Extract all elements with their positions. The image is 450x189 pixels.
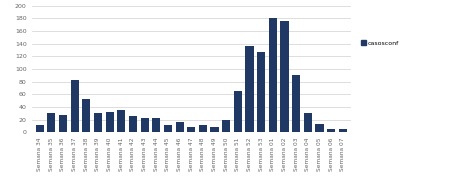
Bar xyxy=(280,22,288,132)
Bar xyxy=(304,113,312,132)
Bar xyxy=(117,110,126,132)
Bar xyxy=(245,46,254,132)
Bar xyxy=(47,113,55,132)
Bar xyxy=(82,99,90,132)
Bar xyxy=(59,115,67,132)
Bar xyxy=(234,91,242,132)
Bar xyxy=(292,75,300,132)
Bar xyxy=(140,118,148,132)
Legend: casosconf: casosconf xyxy=(360,40,399,46)
Bar xyxy=(327,129,335,132)
Bar xyxy=(199,125,207,132)
Bar xyxy=(71,80,79,132)
Bar xyxy=(36,125,44,132)
Bar xyxy=(106,112,114,132)
Bar xyxy=(339,129,347,132)
Bar xyxy=(211,127,219,132)
Bar xyxy=(257,52,266,132)
Bar xyxy=(269,18,277,132)
Bar xyxy=(152,118,160,132)
Bar xyxy=(129,116,137,132)
Bar xyxy=(222,120,230,132)
Bar xyxy=(164,125,172,132)
Bar xyxy=(187,127,195,132)
Bar xyxy=(315,124,324,132)
Bar xyxy=(176,122,184,132)
Bar xyxy=(94,113,102,132)
